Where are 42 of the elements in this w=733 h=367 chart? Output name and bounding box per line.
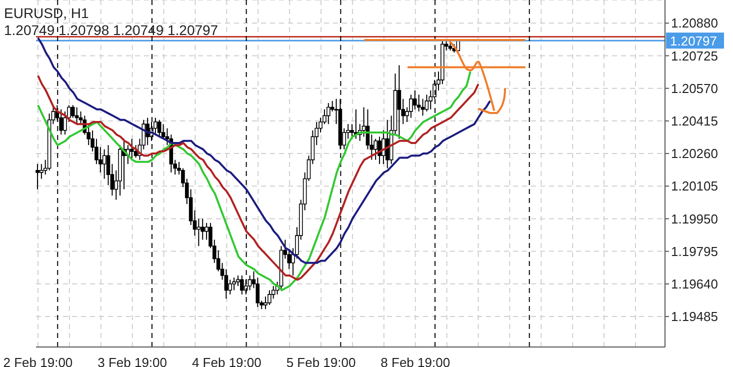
candlestick xyxy=(385,119,390,169)
candlestick xyxy=(240,274,244,295)
candlestick xyxy=(268,290,272,306)
x-tick-label: 5 Feb 19:00 xyxy=(286,355,356,367)
chart-title: EURUSD, H1 xyxy=(4,5,89,21)
x-tick-label: 8 Feb 19:00 xyxy=(380,355,450,367)
candlestick xyxy=(157,119,162,138)
y-tick-label: 1.19795 xyxy=(671,244,718,259)
x-tick-label: 2 Feb 19:00 xyxy=(3,355,73,367)
candlestick xyxy=(397,64,402,140)
candlestick xyxy=(236,274,240,287)
candlestick xyxy=(146,117,150,146)
y-tick-label: 1.20105 xyxy=(671,178,718,194)
candlestick xyxy=(130,138,134,160)
y-tick-label: 1.19640 xyxy=(671,276,718,292)
y-tick-label: 1.19950 xyxy=(671,211,718,226)
candlestick xyxy=(102,148,106,180)
y-tick-label: 1.20880 xyxy=(671,16,718,31)
y-tick-label: 1.19485 xyxy=(671,309,718,324)
candlestick xyxy=(326,102,330,125)
y-tick-label: 1.20415 xyxy=(671,114,718,129)
candlestick xyxy=(40,164,44,180)
candlestick xyxy=(424,94,429,112)
candlestick xyxy=(256,277,260,308)
candlestick xyxy=(378,136,382,165)
candlestick xyxy=(382,130,386,165)
candlestick xyxy=(409,94,413,118)
candlestick xyxy=(374,138,378,160)
y-tick-label: 1.20725 xyxy=(671,48,718,64)
candlestick xyxy=(330,100,334,112)
candlestick xyxy=(413,90,417,110)
candlestick xyxy=(228,279,232,295)
candlestick xyxy=(232,277,236,291)
y-tick-label: 1.20570 xyxy=(671,80,718,96)
x-tick-label: 4 Feb 19:00 xyxy=(192,355,262,367)
candlestick xyxy=(36,164,40,190)
candlestick xyxy=(420,98,425,116)
ref-line-label: 1.20797 xyxy=(670,34,717,49)
candlestick xyxy=(196,218,201,247)
y-tick-label: 1.20260 xyxy=(671,146,718,162)
x-tick-label: 3 Feb 19:00 xyxy=(98,355,168,367)
text: 1.20749 1.20798 1.20749 1.20797 xyxy=(4,22,218,38)
